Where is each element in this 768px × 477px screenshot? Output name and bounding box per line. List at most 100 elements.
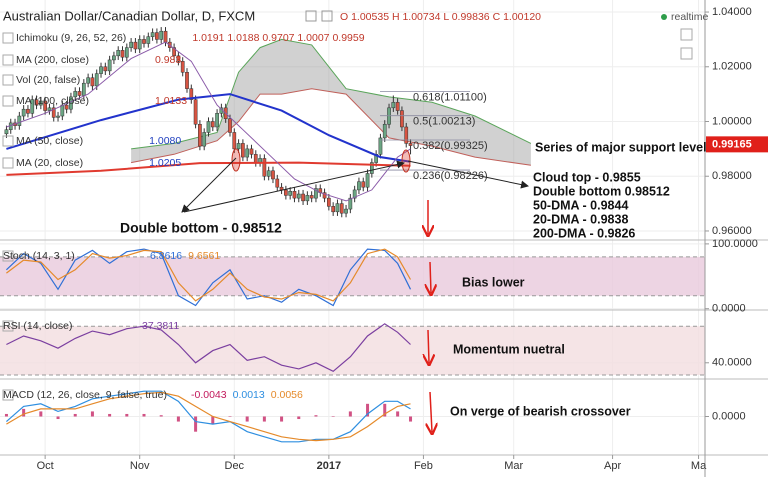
candle-body — [198, 123, 202, 147]
histogram-bar — [409, 416, 413, 422]
candle-body — [275, 178, 280, 188]
legend-readout: 1.0205 — [149, 157, 181, 169]
histogram-bar — [176, 416, 180, 422]
annotation: 20-DMA - 0.9838 — [533, 212, 628, 226]
candle-body — [408, 143, 413, 146]
candle-body — [202, 132, 207, 147]
histogram-bar — [228, 416, 232, 417]
candle-body — [391, 102, 396, 109]
legend-icon — [2, 157, 14, 169]
histogram-bar — [108, 413, 112, 417]
pointer-arrow — [407, 160, 529, 189]
candle-body — [159, 30, 164, 40]
annotation: Bias lower — [462, 275, 525, 289]
cloud-lower — [131, 88, 531, 166]
candle-body — [103, 66, 108, 72]
candle-body — [395, 102, 400, 111]
legend-icon — [2, 32, 14, 44]
candle-body — [30, 99, 35, 114]
highlight-ellipse — [231, 148, 241, 172]
candle-body — [124, 47, 129, 58]
candle-body — [271, 170, 275, 180]
panel-readout: 0.0056 — [271, 389, 303, 401]
down-arrow — [428, 329, 429, 363]
candle-body — [378, 137, 383, 155]
candle-body — [327, 197, 331, 207]
candle-body — [253, 154, 258, 163]
histogram-bar — [194, 416, 198, 432]
x-tick-label: Ma — [691, 460, 707, 472]
panel-title: MACD (12, 26, close, 9, false, true) — [3, 389, 167, 401]
candle-body — [51, 107, 56, 118]
candle-body — [206, 121, 211, 133]
candle-body — [365, 173, 370, 188]
legend-label: MA (50, close) — [16, 135, 83, 147]
candle-body — [64, 104, 69, 110]
candle-body — [185, 71, 189, 89]
band-fill — [0, 326, 705, 375]
y-tick-label: 1.02000 — [712, 61, 752, 73]
down-arrow — [430, 391, 432, 432]
histogram-bar — [73, 413, 77, 417]
candle-body — [107, 59, 112, 72]
legend-icon — [2, 74, 14, 86]
fib-label: 0.236(0.98226) — [413, 170, 488, 182]
legend-icon — [2, 389, 14, 401]
histogram-bar — [56, 416, 60, 420]
candle-body — [357, 181, 361, 191]
candle-body — [17, 115, 22, 126]
candle-body — [47, 107, 52, 111]
candle-body — [301, 193, 305, 202]
chart-title: Australian Dollar/Canadian Dollar, D, FX… — [3, 8, 255, 23]
grid-layer — [0, 0, 705, 455]
x-tick-label: Mar — [504, 460, 523, 472]
annotation: Double bottom - 0.98512 — [120, 220, 282, 236]
down-arrow — [430, 261, 431, 293]
panel-readout: 0.0013 — [233, 389, 265, 401]
candle-body — [305, 195, 310, 202]
indicator-line — [5, 248, 412, 307]
icon — [680, 47, 693, 60]
legend-readout: 1.0191 1.0188 0.9707 1.0007 0.9959 — [192, 32, 364, 44]
legend-icon — [2, 250, 14, 262]
annotation: Momentum nuetral — [453, 342, 565, 356]
candle-body — [400, 110, 404, 128]
annotation: Double bottom 0.98512 — [533, 184, 670, 198]
status: realtime — [671, 11, 709, 23]
x-tick-label: 2017 — [317, 460, 341, 472]
legend-label: MA (200, close) — [16, 54, 89, 66]
fib-label: 0.618(1.01100) — [413, 91, 487, 103]
legend-label: Ichimoku (9, 26, 52, 26) — [16, 32, 126, 44]
legend-label: MA (100, close) — [16, 95, 89, 107]
ohlc-readout: O 1.00535 H 1.00734 L 0.99836 C 1.00120 — [340, 11, 541, 23]
moving-average — [6, 161, 411, 176]
candle-body — [116, 50, 121, 57]
candle-body — [94, 73, 99, 87]
icon — [321, 10, 333, 22]
candle-body — [155, 32, 159, 40]
histogram-bar — [262, 416, 266, 422]
pointer-arrow — [183, 160, 405, 213]
histogram-bar — [297, 416, 301, 420]
legend-readout: 1.0133 — [155, 95, 187, 107]
candle-body — [133, 41, 138, 50]
candle-body — [176, 55, 181, 62]
icon — [305, 10, 317, 22]
candle-body — [163, 30, 168, 43]
candle-body — [215, 113, 219, 128]
candle-body — [146, 36, 151, 44]
histogram-bar — [348, 411, 352, 417]
ichimoku-cloud — [131, 39, 531, 166]
annotation: Cloud top - 0.9855 — [533, 170, 641, 184]
x-tick-label: Oct — [37, 460, 54, 472]
panel-title: RSI (14, close) — [3, 320, 72, 332]
candle-body — [296, 193, 301, 199]
legend-icon — [2, 135, 14, 147]
y-tick-label: 0.0000 — [712, 303, 746, 315]
histogram-bar — [383, 403, 387, 417]
x-tick-label: Feb — [414, 460, 433, 472]
candle-body — [137, 39, 142, 50]
candle-body — [4, 129, 9, 135]
candle-body — [245, 148, 250, 158]
indicator-line — [6, 390, 411, 443]
